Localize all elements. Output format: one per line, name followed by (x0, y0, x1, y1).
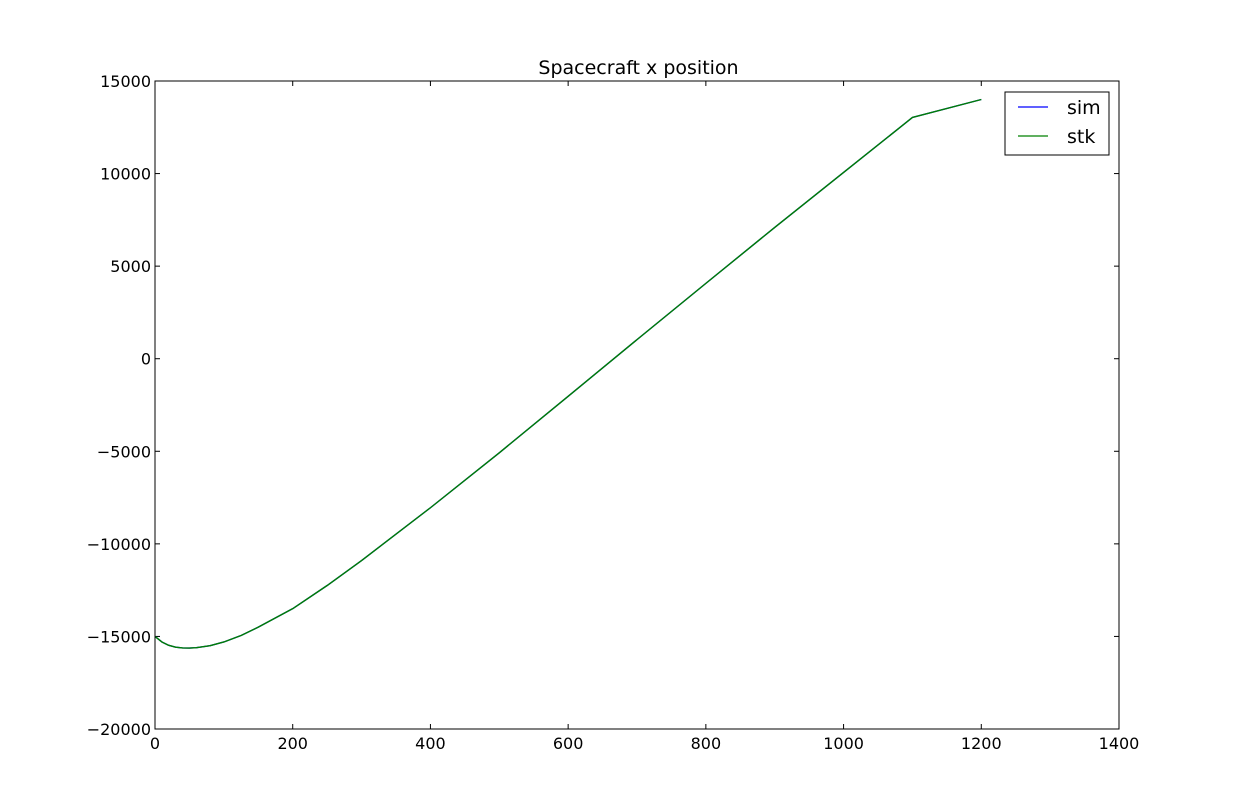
y-tick-label: 15000 (100, 72, 151, 91)
y-tick-label: 10000 (100, 165, 151, 184)
legend-label-stk: stk (1067, 126, 1095, 148)
legend: sim stk (1004, 91, 1110, 156)
legend-box (1004, 91, 1110, 156)
legend-label-sim: sim (1067, 97, 1101, 119)
y-tick-label: −10000 (87, 535, 151, 554)
x-tick-label: 1400 (1099, 734, 1140, 753)
x-tick-label: 200 (277, 734, 308, 753)
y-tick-label: −20000 (87, 720, 151, 739)
series-lines (154, 98, 982, 649)
y-tick-label: 0 (141, 350, 151, 369)
chart-title: Spacecraft x position (538, 57, 738, 79)
y-tick-label: −5000 (97, 442, 151, 461)
x-tick-label: 1000 (823, 734, 864, 753)
x-tick-label: 800 (691, 734, 722, 753)
axis-ticks: 0 200 400 600 800 1000 1200 1400 −20000 −15000 −10… (87, 72, 1140, 753)
y-tick-label: 5000 (110, 257, 151, 276)
x-tick-label: 1200 (961, 734, 1002, 753)
series-line-sim (154, 98, 982, 649)
x-tick-label: 0 (150, 734, 160, 753)
plot-area-frame (154, 80, 1120, 730)
x-tick-label: 600 (553, 734, 584, 753)
y-tick-label: −15000 (87, 627, 151, 646)
x-tick-label: 400 (415, 734, 446, 753)
series-line-stk (154, 98, 982, 649)
